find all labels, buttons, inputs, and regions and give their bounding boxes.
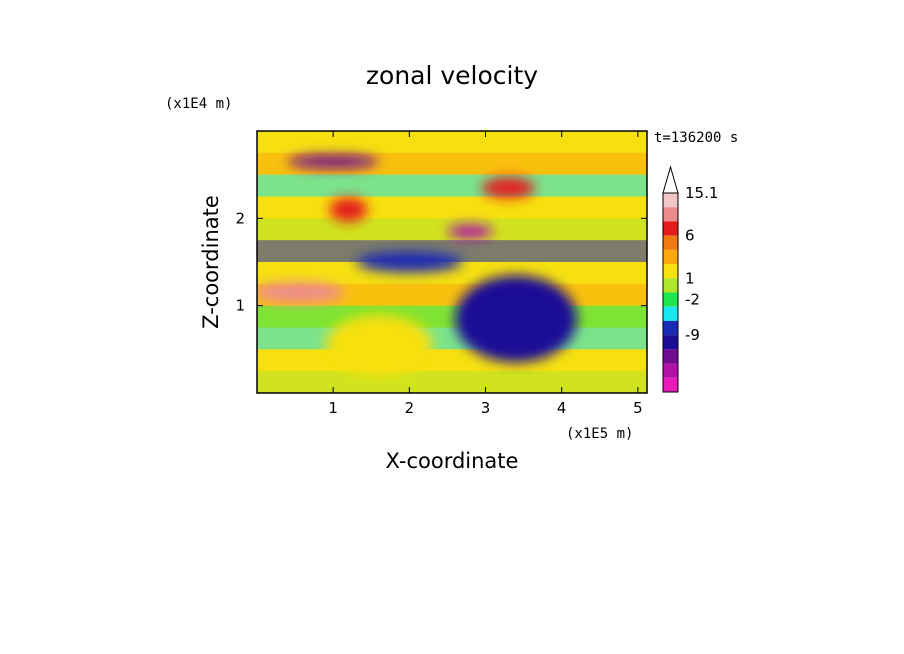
field-band: [257, 349, 647, 372]
colorbar-swatch: [663, 264, 678, 279]
time-label: t=136200 s: [654, 130, 738, 146]
field-band: [257, 371, 647, 393]
colorbar-swatch: [663, 363, 678, 378]
colorbar-frame: [662, 192, 679, 393]
colorbar-swatch: [663, 306, 678, 321]
y-tick-label: 2: [235, 209, 245, 227]
velocity-blob: [356, 251, 463, 273]
field-band: [257, 240, 647, 262]
plot-frame: [256, 130, 648, 394]
x-axis-ticks: 1 2 3 4 5: [328, 131, 643, 417]
colorbar: 15.1 6 1 -2 -9: [662, 165, 718, 393]
field-band: [257, 327, 647, 350]
colorbar-swatch: [663, 349, 678, 364]
colorbar-label: 1: [685, 269, 695, 287]
colorbar-swatch: [663, 235, 678, 250]
colorbar-swatch: [663, 249, 678, 265]
velocity-blob: [257, 282, 345, 304]
velocity-blob: [287, 154, 379, 169]
colorbar-swatch: [663, 193, 678, 208]
chart-title: zonal velocity: [366, 61, 538, 90]
velocity-blob: [325, 314, 433, 376]
velocity-blob: [481, 177, 536, 199]
colorbar-swatch: [663, 335, 678, 350]
velocity-blobs: [257, 154, 577, 376]
x-tick-label: 2: [405, 399, 415, 417]
colorbar-label: 6: [685, 227, 695, 245]
colorbar-extend-triangle: [662, 165, 679, 194]
y-axis-label: Z-coordinate: [199, 195, 223, 329]
field-band: [257, 131, 647, 153]
field-band: [257, 196, 647, 219]
colorbar-label: -9: [685, 326, 700, 344]
velocity-blob: [447, 224, 494, 239]
y-axis-ticks: 12: [235, 209, 647, 315]
y-multiplier-label: (x1E4 m): [165, 96, 232, 112]
velocity-blob: [455, 275, 577, 363]
x-tick-label: 5: [633, 399, 643, 417]
colorbar-swatch: [663, 221, 678, 236]
x-tick-label: 3: [481, 399, 491, 417]
colorbar-swatch: [663, 377, 678, 392]
plot-area: [257, 131, 647, 393]
velocity-blob: [329, 197, 368, 222]
colorbar-swatch: [663, 320, 678, 336]
colorbar-label: 15.1: [685, 184, 718, 202]
x-tick-label: 1: [328, 399, 338, 417]
colorbar-swatch: [663, 207, 678, 222]
x-axis-label: X-coordinate: [386, 449, 519, 473]
field-band: [257, 305, 647, 328]
field-band: [257, 262, 647, 284]
colorbar-swatch: [663, 278, 678, 293]
x-tick-label: 4: [557, 399, 567, 417]
y-tick-label: 1: [235, 297, 245, 315]
field-band: [257, 174, 647, 197]
x-multiplier-label: (x1E5 m): [566, 426, 633, 442]
colorbar-label: -2: [685, 291, 700, 309]
colorbar-swatch: [663, 292, 678, 307]
